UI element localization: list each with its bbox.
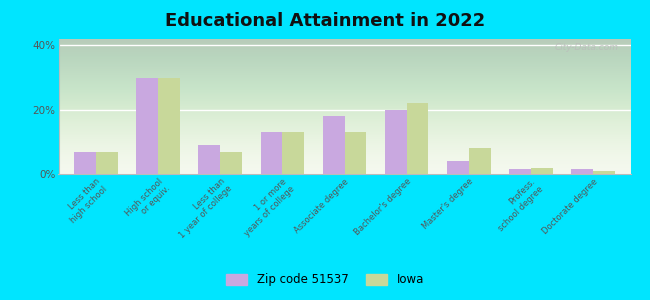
Bar — [571, 169, 593, 174]
Bar — [385, 110, 407, 174]
Bar — [282, 132, 304, 174]
Bar — [531, 168, 552, 174]
Bar — [509, 169, 531, 174]
Bar — [198, 145, 220, 174]
Bar — [136, 78, 158, 174]
Text: City-Data.com: City-Data.com — [555, 43, 619, 52]
Bar — [158, 78, 180, 174]
Bar — [74, 152, 96, 174]
Bar — [447, 161, 469, 174]
Bar — [593, 171, 615, 174]
Bar — [469, 148, 491, 174]
Legend: Zip code 51537, Iowa: Zip code 51537, Iowa — [221, 269, 429, 291]
Bar — [407, 103, 428, 174]
Bar — [220, 152, 242, 174]
Bar — [96, 152, 118, 174]
Text: Educational Attainment in 2022: Educational Attainment in 2022 — [165, 12, 485, 30]
Bar — [323, 116, 345, 174]
Bar — [344, 132, 366, 174]
Bar — [261, 132, 282, 174]
